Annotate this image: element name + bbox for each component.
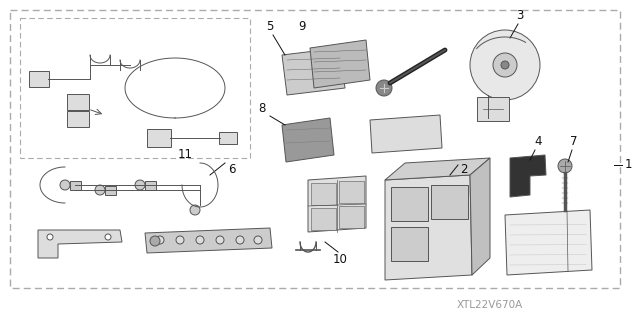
- Polygon shape: [370, 115, 442, 153]
- Text: 6: 6: [228, 163, 236, 176]
- Circle shape: [47, 234, 53, 240]
- Text: 8: 8: [259, 102, 266, 115]
- Circle shape: [60, 180, 70, 190]
- Polygon shape: [385, 175, 472, 280]
- Text: XTL22V670A: XTL22V670A: [457, 300, 523, 310]
- Circle shape: [236, 236, 244, 244]
- Text: 4: 4: [534, 135, 541, 148]
- Text: 7: 7: [570, 135, 578, 148]
- Circle shape: [135, 180, 145, 190]
- FancyBboxPatch shape: [310, 182, 335, 204]
- Text: 11: 11: [177, 148, 193, 161]
- FancyBboxPatch shape: [391, 227, 428, 261]
- FancyBboxPatch shape: [431, 185, 468, 219]
- Polygon shape: [470, 158, 490, 275]
- FancyBboxPatch shape: [310, 207, 335, 229]
- FancyBboxPatch shape: [29, 71, 49, 87]
- Circle shape: [95, 185, 105, 195]
- FancyBboxPatch shape: [145, 181, 156, 189]
- Circle shape: [176, 236, 184, 244]
- FancyBboxPatch shape: [147, 129, 171, 147]
- Text: 10: 10: [333, 253, 348, 266]
- Circle shape: [493, 53, 517, 77]
- Polygon shape: [282, 118, 334, 162]
- Text: 2: 2: [460, 163, 467, 176]
- Circle shape: [190, 205, 200, 215]
- Circle shape: [376, 80, 392, 96]
- Circle shape: [558, 159, 572, 173]
- FancyBboxPatch shape: [67, 111, 89, 127]
- FancyBboxPatch shape: [391, 187, 428, 221]
- FancyBboxPatch shape: [339, 205, 364, 227]
- Polygon shape: [510, 155, 546, 197]
- Polygon shape: [385, 158, 490, 180]
- Text: 1: 1: [624, 159, 632, 172]
- Polygon shape: [308, 176, 366, 232]
- Circle shape: [254, 236, 262, 244]
- Polygon shape: [310, 40, 370, 88]
- Text: 5: 5: [266, 20, 274, 33]
- Circle shape: [105, 234, 111, 240]
- Polygon shape: [282, 48, 345, 95]
- Circle shape: [156, 236, 164, 244]
- Polygon shape: [145, 228, 272, 253]
- Polygon shape: [38, 230, 122, 258]
- FancyBboxPatch shape: [104, 186, 115, 195]
- FancyBboxPatch shape: [219, 132, 237, 144]
- Polygon shape: [505, 210, 592, 275]
- Circle shape: [196, 236, 204, 244]
- Circle shape: [501, 61, 509, 69]
- Text: 9: 9: [298, 20, 306, 33]
- FancyBboxPatch shape: [477, 97, 509, 121]
- FancyBboxPatch shape: [67, 94, 89, 110]
- FancyBboxPatch shape: [70, 181, 81, 189]
- Text: 3: 3: [516, 9, 524, 22]
- Circle shape: [216, 236, 224, 244]
- Circle shape: [470, 30, 540, 100]
- Circle shape: [150, 236, 160, 246]
- FancyBboxPatch shape: [339, 181, 364, 203]
